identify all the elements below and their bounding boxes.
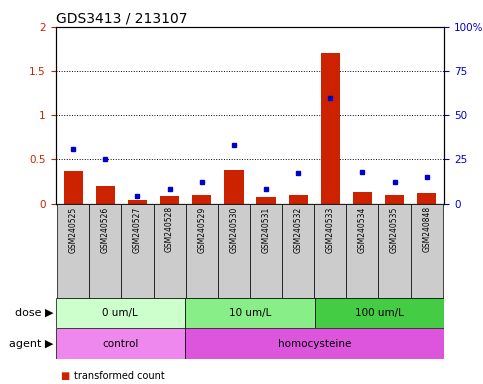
Text: 0 um/L: 0 um/L (102, 308, 138, 318)
Text: agent ▶: agent ▶ (9, 339, 53, 349)
Bar (128, 200, 147, 204)
Bar (56, 328, 185, 359)
Bar (154, 204, 185, 298)
Bar (185, 328, 444, 359)
Text: homocysteine: homocysteine (278, 339, 352, 349)
Text: GSM240527: GSM240527 (133, 206, 142, 253)
Bar (64, 171, 83, 204)
Text: GDS3413 / 213107: GDS3413 / 213107 (56, 12, 187, 25)
Text: GSM240526: GSM240526 (101, 206, 110, 253)
Bar (379, 204, 411, 298)
Bar (89, 204, 121, 298)
Bar (224, 170, 243, 204)
Bar (192, 195, 212, 204)
Text: GSM240848: GSM240848 (422, 206, 431, 252)
Text: 100 um/L: 100 um/L (355, 308, 404, 318)
Text: GSM240533: GSM240533 (326, 206, 335, 253)
Text: dose ▶: dose ▶ (14, 308, 53, 318)
Text: GSM240528: GSM240528 (165, 206, 174, 252)
Text: GSM240532: GSM240532 (294, 206, 303, 253)
Bar (314, 204, 346, 298)
Text: control: control (102, 339, 139, 349)
Bar (282, 204, 314, 298)
Bar (321, 53, 340, 204)
Bar (218, 204, 250, 298)
Bar (256, 197, 276, 204)
Bar (56, 298, 185, 328)
Bar (185, 298, 315, 328)
Bar (346, 204, 379, 298)
Bar (411, 204, 443, 298)
Bar (250, 204, 282, 298)
Bar (185, 204, 218, 298)
Bar (353, 192, 372, 204)
Text: ■: ■ (60, 371, 70, 381)
Bar (96, 186, 115, 204)
Bar (315, 298, 444, 328)
Text: GSM240525: GSM240525 (69, 206, 78, 253)
Bar (160, 197, 179, 204)
Text: GSM240529: GSM240529 (197, 206, 206, 253)
Bar (57, 204, 89, 298)
Text: GSM240535: GSM240535 (390, 206, 399, 253)
Text: GSM240530: GSM240530 (229, 206, 239, 253)
Text: transformed count: transformed count (74, 371, 165, 381)
Text: 10 um/L: 10 um/L (229, 308, 271, 318)
Bar (288, 195, 308, 204)
Text: GSM240531: GSM240531 (261, 206, 270, 253)
Bar (385, 195, 404, 204)
Text: GSM240534: GSM240534 (358, 206, 367, 253)
Bar (121, 204, 154, 298)
Bar (417, 193, 436, 204)
